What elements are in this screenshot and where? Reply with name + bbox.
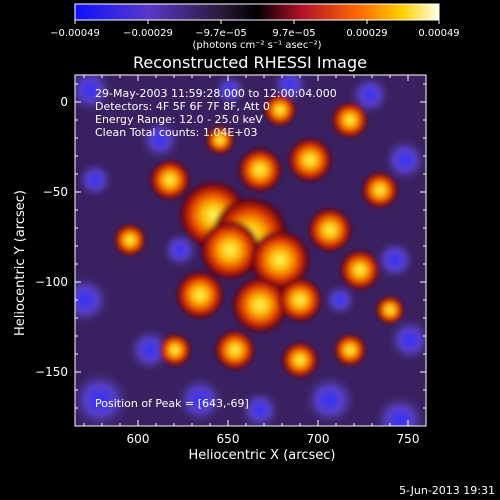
x-tick-label: 650 (217, 432, 240, 446)
y-tick-label: 0 (60, 95, 68, 109)
colorbar-tick-label: −0.00049 (50, 28, 100, 39)
y-tick-label: −150 (35, 365, 68, 379)
heatmap-image (75, 75, 426, 426)
annotation-time: 29-May-2003 11:59:28.000 to 12:00:04.000 (95, 87, 337, 100)
chart-title: Reconstructed RHESSI Image (133, 53, 367, 72)
peak-position-label: Position of Peak = [643,-69] (95, 397, 249, 410)
footer-timestamp: 5-Jun-2013 19:31 (399, 484, 495, 497)
x-tick-label: 600 (127, 432, 150, 446)
y-axis: 0 −50 −100 −150 (35, 83, 426, 427)
x-axis-label: Heliocentric X (arcsec) (189, 448, 336, 463)
annotation-counts: Clean Total counts: 1.04E+03 (95, 126, 258, 139)
x-tick-label: 700 (307, 432, 330, 446)
annotation-block: 29-May-2003 11:59:28.000 to 12:00:04.000… (95, 87, 337, 139)
y-tick-label: −100 (35, 275, 68, 289)
colorbar-tick-label: 9.7e−05 (272, 28, 315, 39)
colorbar-ticks: −0.00049 −0.00029 −9.7e−05 9.7e−05 0.00029 0.… (50, 20, 460, 39)
y-axis-label: Heliocentric Y (arcsec) (13, 190, 28, 336)
colorbar-tick-label: 0.00049 (418, 28, 459, 39)
plot-frame (74, 74, 427, 427)
x-tick-label: 750 (397, 432, 420, 446)
y-tick-label: −50 (43, 185, 68, 199)
colorbar-tick-label: −0.00029 (123, 28, 173, 39)
annotation-detectors: Detectors: 4F 5F 6F 7F 8F, Att 0 (95, 100, 270, 113)
x-axis: 600 650 700 750 (83, 75, 427, 446)
annotation-energy: Energy Range: 12.0 - 25.0 keV (95, 113, 263, 126)
colorbar-tick-label: −9.7e−05 (195, 28, 247, 39)
colorbar-tick-label: 0.00029 (346, 28, 387, 39)
colorbar-unit-label: (photons cm⁻² s⁻¹ asec⁻²) (192, 40, 321, 51)
colorbar (74, 3, 440, 21)
